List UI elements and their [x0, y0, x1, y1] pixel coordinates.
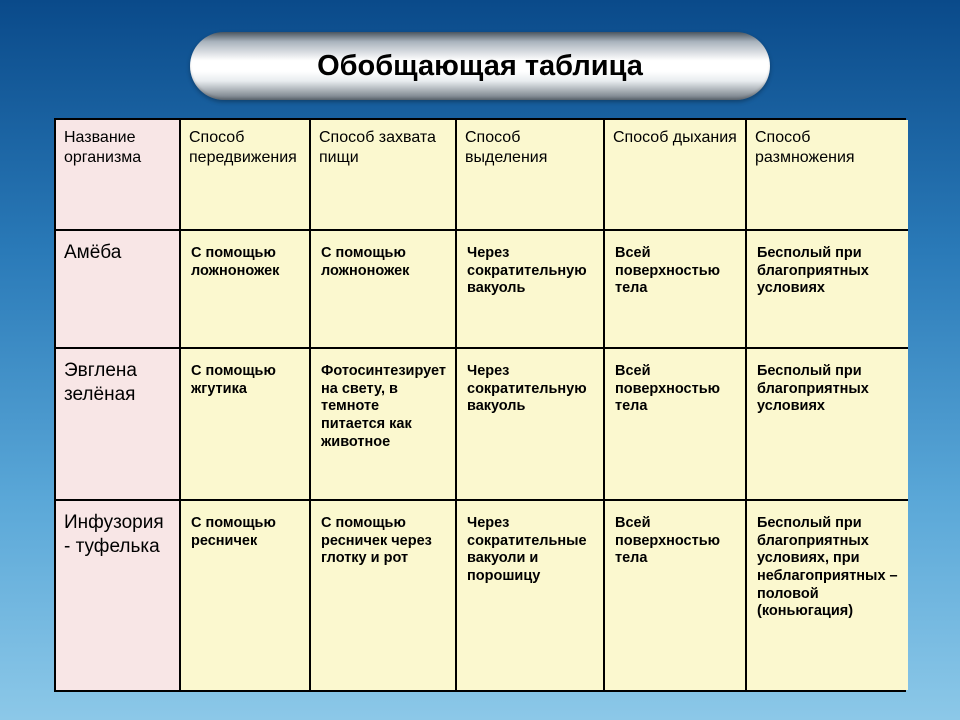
cell-text: Всей поверхностью тела: [613, 509, 739, 572]
col-header-breathing: Способ дыхания: [613, 128, 739, 148]
cell-text: Через сократительную вакуоль: [465, 239, 597, 302]
table-row: Амёба С помощью ложноножек С помощью лож…: [56, 230, 908, 348]
cell-text: Всей поверхностью тела: [613, 357, 739, 420]
cell-text: Бесполый при благоприятных условиях: [755, 357, 902, 420]
cell-text: Через сократительную вакуоль: [465, 357, 597, 420]
col-header-excretion: Способ выделения: [465, 128, 597, 167]
cell-text: Через сократительные вакуоли и порошицу: [465, 509, 597, 590]
cell-text: С помощью ложноножек: [319, 239, 449, 284]
cell-text: С помощью ресничек: [189, 509, 303, 554]
cell-text: С помощью жгутика: [189, 357, 303, 402]
cell-text: Всей поверхностью тела: [613, 239, 739, 302]
page-title: Обобщающая таблица: [317, 50, 643, 83]
cell-text: Бесполый при благоприятных условиях: [755, 239, 902, 302]
cell-text: С помощью ложноножек: [189, 239, 303, 284]
cell-text: Фотосинтезирует на свету, в темноте пита…: [319, 357, 449, 455]
row-label-amoeba: Амёба: [64, 239, 173, 265]
col-header-food: Способ захвата пищи: [319, 128, 449, 167]
row-label-infusoria: Инфузория - туфелька: [64, 509, 173, 559]
col-header-movement: Способ передвижения: [189, 128, 303, 167]
table-row: Эвглена зелёная С помощью жгутика Фотоси…: [56, 348, 908, 500]
cell-text: С помощью ресничек через глотку и рот: [319, 509, 449, 572]
cell-text: Бесполый при благоприятных условиях, при…: [755, 509, 902, 625]
table-header-row: Название организма Способ передвижения С…: [56, 120, 908, 230]
row-label-euglena: Эвглена зелёная: [64, 357, 173, 407]
col-header-reproduction: Способ размножения: [755, 128, 902, 167]
page-title-pill: Обобщающая таблица: [190, 32, 770, 100]
table-row: Инфузория - туфелька С помощью ресничек …: [56, 500, 908, 690]
summary-table-container: Название организма Способ передвижения С…: [54, 118, 906, 692]
summary-table: Название организма Способ передвижения С…: [56, 120, 908, 690]
col-header-name: Название организма: [64, 128, 173, 167]
